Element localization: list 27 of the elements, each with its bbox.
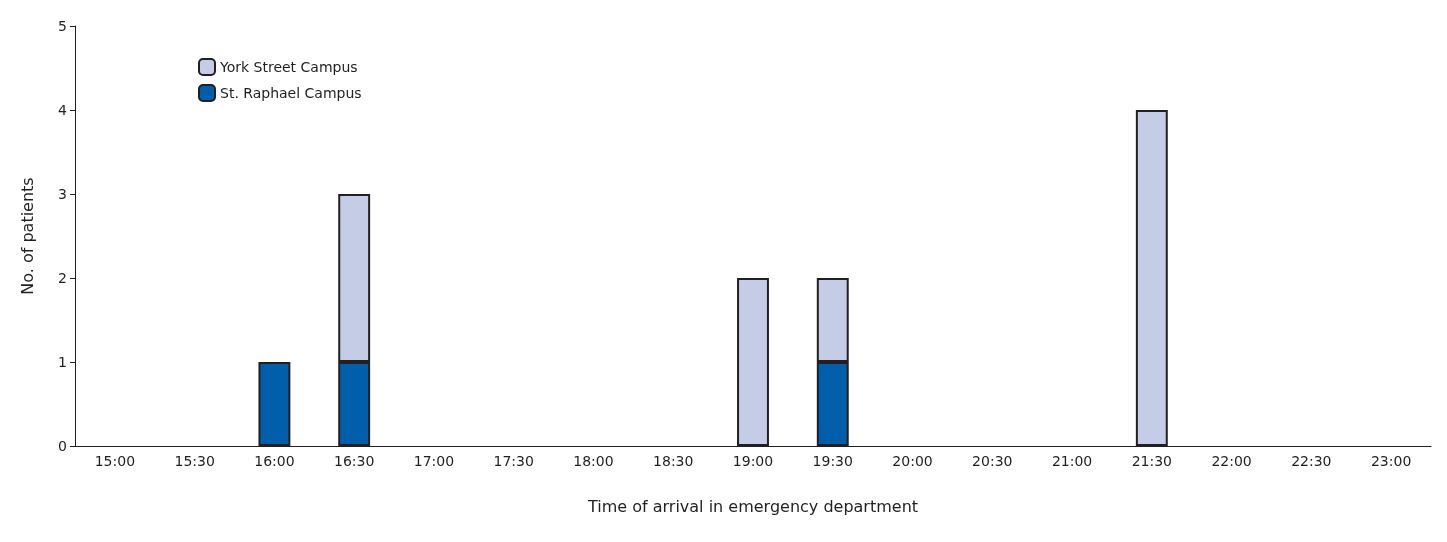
- y-tick-label: 4: [58, 102, 68, 118]
- x-tick-label: 17:30: [493, 453, 534, 469]
- x-tick-label: 17:00: [413, 453, 455, 469]
- y-tick-label: 5: [58, 18, 67, 34]
- x-tick-label: 22:00: [1211, 453, 1252, 469]
- x-tick-label: 21:00: [1051, 453, 1093, 469]
- x-tick-label: 22:30: [1291, 453, 1332, 469]
- x-tick-label: 16:00: [254, 453, 295, 469]
- y-tick-label: 1: [58, 354, 67, 370]
- x-tick-label: 19:30: [812, 453, 853, 469]
- x-tick-label: 21:30: [1131, 453, 1172, 469]
- y-axis-title: No. of patients: [17, 177, 37, 295]
- legend-label: York Street Campus: [219, 59, 358, 75]
- x-tick-label: 20:30: [972, 453, 1013, 469]
- x-tick-label: 18:30: [653, 453, 694, 469]
- x-tick-label: 19:00: [732, 453, 774, 469]
- legend-label: St. Raphael Campus: [220, 85, 362, 101]
- x-tick-label: 16:30: [334, 453, 375, 469]
- y-tick-label: 0: [58, 438, 67, 454]
- x-tick-label: 18:00: [573, 453, 614, 469]
- x-axis-title: Time of arrival in emergency department: [586, 496, 919, 516]
- x-tick-label: 15:30: [174, 453, 215, 469]
- y-tick-label: 2: [58, 270, 67, 286]
- x-tick-label: 23:00: [1370, 453, 1412, 469]
- x-tick-label: 15:00: [94, 453, 136, 469]
- y-tick-label: 3: [58, 186, 67, 202]
- x-tick-label: 20:00: [892, 453, 933, 469]
